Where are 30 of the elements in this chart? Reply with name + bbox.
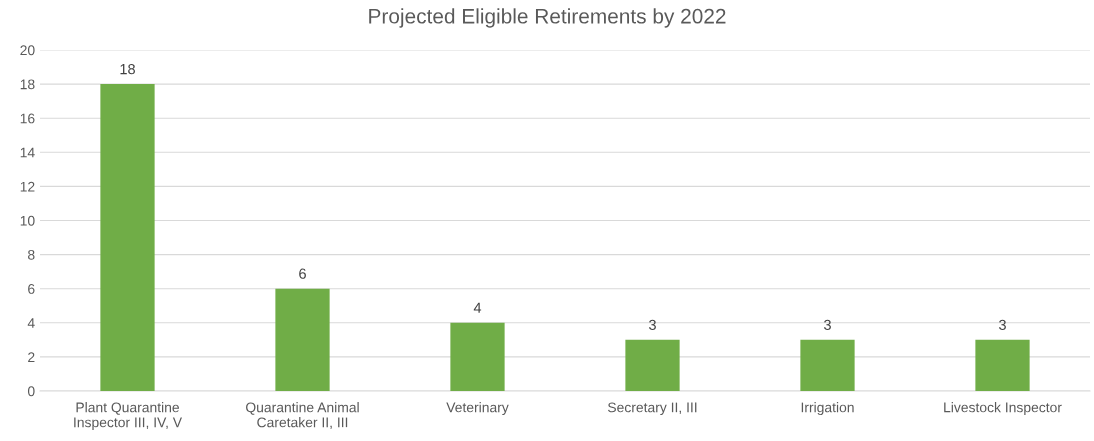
data-label: 3 bbox=[999, 319, 1006, 331]
data-label: 18 bbox=[120, 63, 135, 75]
x-tick-label: Quarantine Animal Caretaker II, III bbox=[246, 402, 359, 429]
y-tick-label: 14 bbox=[20, 147, 35, 158]
x-tick-label: Irrigation bbox=[801, 402, 854, 416]
bar bbox=[100, 84, 155, 391]
bar bbox=[275, 288, 330, 391]
y-tick-label: 4 bbox=[27, 318, 35, 328]
x-tick-label: Veterinary bbox=[446, 402, 509, 416]
x-tick-label: Secretary II, III bbox=[607, 402, 697, 416]
data-label: 4 bbox=[473, 302, 482, 313]
y-tick-label: 12 bbox=[20, 181, 35, 192]
data-label: 3 bbox=[824, 319, 831, 331]
chart-title: Projected Eligible Retirements by 2022 bbox=[369, 8, 726, 28]
y-tick-label: 20 bbox=[20, 45, 35, 56]
y-tick-label: 0 bbox=[27, 386, 35, 397]
data-label: 6 bbox=[299, 268, 306, 279]
x-tick-label: Plant Quarantine Inspector III, IV, V bbox=[74, 402, 182, 431]
y-tick-label: 18 bbox=[20, 79, 35, 90]
bar bbox=[800, 339, 855, 391]
bar bbox=[625, 339, 680, 391]
x-tick-label: Livestock Inspector bbox=[944, 402, 1062, 416]
data-label: 3 bbox=[649, 319, 656, 331]
bar bbox=[450, 322, 505, 391]
bar bbox=[975, 339, 1030, 391]
y-tick-label: 2 bbox=[28, 352, 35, 362]
y-tick-label: 8 bbox=[28, 249, 35, 260]
y-tick-label: 10 bbox=[20, 215, 35, 226]
y-tick-label: 6 bbox=[28, 284, 35, 294]
y-tick-label: 16 bbox=[20, 113, 35, 124]
